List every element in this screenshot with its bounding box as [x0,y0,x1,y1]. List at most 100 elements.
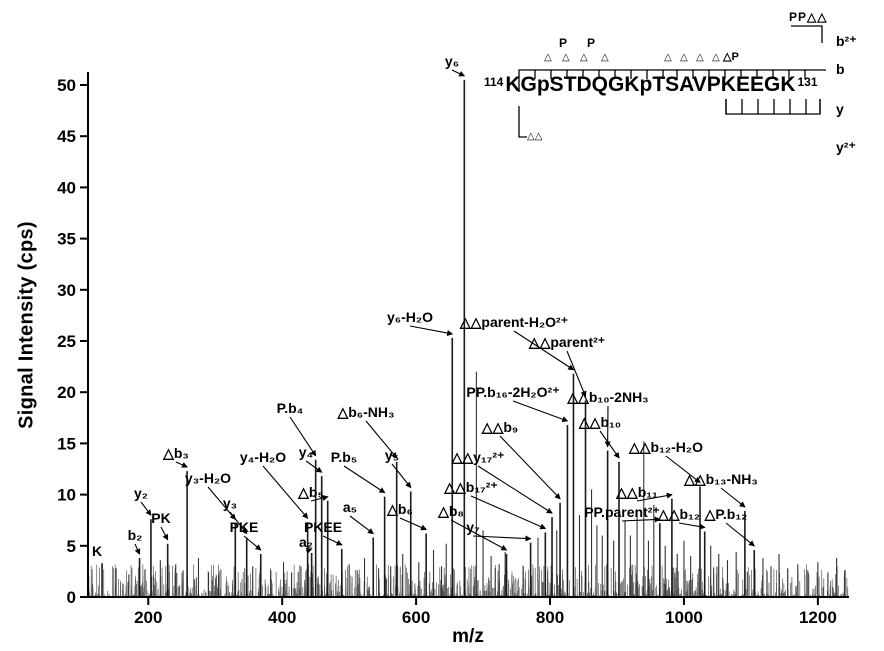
y-tick-label: 5 [67,537,76,556]
label-arrow [349,515,374,535]
label-arrow [665,455,701,483]
y-tick-label: 30 [57,281,76,300]
label-arrow [343,465,386,494]
peak-label: y₂ [134,485,148,501]
phospho-loss-triangle: △ [562,52,570,63]
label-arrow [472,535,532,542]
x-tick-label: 600 [402,608,430,627]
x-tick-label: 200 [134,608,162,627]
peak-label: △△parent²⁺ [528,334,605,350]
ion-series-label-b: b [836,61,845,77]
ion-ladder-brackets [518,25,826,138]
x-tick-label: 800 [536,608,564,627]
phospho-loss-triangle: △ [712,52,720,63]
peak-label: △b₆ [386,501,413,517]
minor-peaks [115,371,846,597]
phospho-loss-triangle: △ [664,52,672,63]
label-arrow [289,416,317,457]
peak-label: PKE [230,519,259,535]
ion-series-label-y: y [836,101,844,117]
delta-p-mark: △P [723,51,739,63]
phospho-loss-triangle: △ [680,52,688,63]
peak-label: △△b₁₀-2NH₃ [566,389,648,405]
label-arrow [140,501,152,516]
residue-end-number: 131 [797,75,818,89]
peak-label: y₇ [466,519,479,535]
label-arrow [243,535,262,551]
x-tick-label: 1200 [799,608,837,627]
x-axis-title: m/z [452,626,484,647]
peak-label: △△b₁₀ [578,414,621,430]
label-arrow [477,465,553,514]
peak-label: △△b₁₂ [657,506,700,522]
peak-label: △△b₁₂-H₂O [628,439,703,455]
y-tick-label: 50 [57,76,76,95]
label-arrow [636,492,673,502]
peak-label: △△b₉ [481,419,518,435]
phospho-mark: P [559,36,568,50]
x-tick-label: 400 [268,608,296,627]
x-tick-label: 1000 [665,608,703,627]
ion-series-label-y2plus: y²⁺ [836,139,856,155]
y-tick-label: 0 [67,588,76,607]
y2-bracket [518,106,527,138]
peak-label: y₃-H₂O [185,470,231,486]
label-arrow [470,495,547,530]
phospho-loss-triangle: △ [580,52,588,63]
label-arrow [499,435,561,500]
peak-label: PKEE [304,519,342,535]
peak-label: △b₆-NH₃ [336,404,394,420]
label-arrow [310,495,329,502]
ion-series-label-b2plus: b²⁺ [836,33,857,49]
y-tick-label: 20 [57,383,76,402]
phospho-loss-triangle: △ [601,52,609,63]
label-arrow [134,543,141,555]
peak-label: P.b₅ [331,449,357,465]
label-arrow [322,535,343,546]
peak-label: PP.parent²⁺ [584,504,660,520]
peak-label: y₅ [385,447,399,463]
label-arrow [599,430,620,459]
peak-label: P.b₄ [277,400,304,416]
peak-label: △△b₁₇²⁺ [443,479,498,495]
label-arrow [305,460,323,473]
peak-label: △△b₁₁ [615,484,658,500]
label-arrow [207,486,236,520]
phospho-mark: P [587,36,596,50]
y-axis-title: Signal Intensity (cps) [15,221,38,429]
peak-label: △P.b₁₂ [704,506,748,522]
peak-label: PK [151,510,170,526]
y-tick-label: 40 [57,178,76,197]
label-arrow [678,522,706,530]
peak-label: b₂ [128,527,143,543]
peak-label: y₃ [223,495,237,511]
peak-label: y₄ [299,444,313,460]
label-arrow [399,517,427,531]
peak-label: y₆-H₂O [387,309,433,325]
peak-label: △△parent-H₂O²⁺ [459,314,568,330]
y-tick-label: 45 [57,127,76,146]
peak-label: △b₃ [162,445,189,461]
y-tick-label: 15 [57,434,76,453]
peak-label: a₅ [343,499,357,515]
y-tick-label: 25 [57,332,76,351]
label-arrow [451,69,466,77]
label-arrow [513,330,575,371]
peak-label: △△b₁₃-NH₃ [683,471,758,487]
label-arrow [160,526,169,541]
phospho-loss-triangle: △ [544,52,552,63]
label-arrow [725,522,755,547]
residue-start-number: 114 [484,75,504,89]
peak-label: PP.b₁₆-2H₂O²⁺ [466,384,559,400]
label-arrow [391,463,412,489]
peak-arrows [134,69,755,555]
peak-label: a₂ [299,534,313,550]
peak-label: △b₈ [437,503,464,519]
noise-peaks [88,564,849,597]
y-tick-label: 35 [57,230,76,249]
y2-triangle-mark: △△ [527,131,543,142]
pp-bracket [791,25,823,43]
label-arrow [621,516,661,523]
label-arrow [229,511,248,535]
